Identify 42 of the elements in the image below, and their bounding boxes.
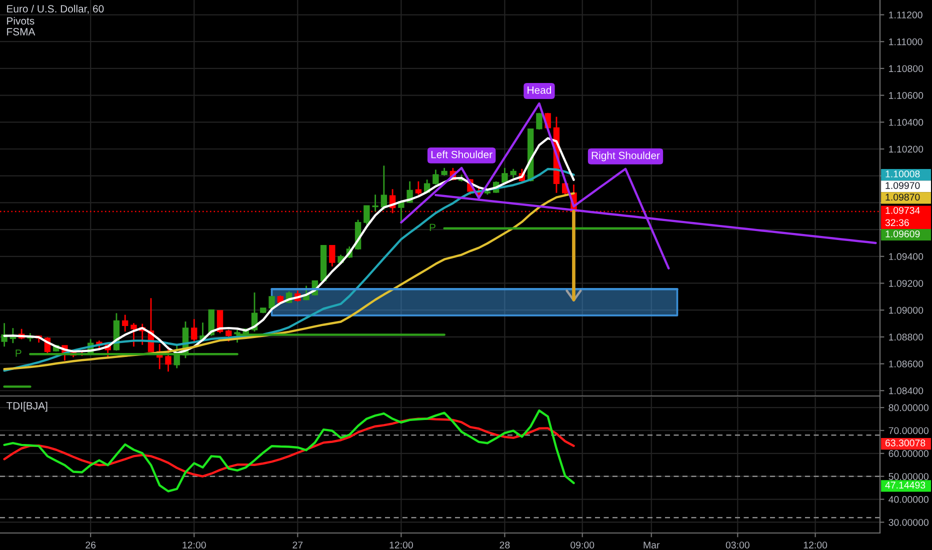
text: 63.30078 bbox=[885, 440, 926, 446]
text: 1.09870 bbox=[886, 194, 920, 201]
y-tick-label: 1.10200 bbox=[889, 146, 924, 153]
y-tick-label: 30.00000 bbox=[888, 518, 929, 526]
annotation: Head bbox=[528, 86, 551, 94]
series-label: P bbox=[430, 224, 436, 232]
y-tick-label: 1.08800 bbox=[889, 334, 924, 341]
y-tick-label: 1.10600 bbox=[889, 92, 924, 99]
y-tick-label: 1.09000 bbox=[889, 306, 924, 314]
x-tick-label: 28 bbox=[500, 542, 510, 548]
y-tick-label: 1.08600 bbox=[889, 360, 924, 368]
y-tick-label: 1.10400 bbox=[889, 118, 924, 126]
y-tick-label: 40.00000 bbox=[888, 496, 929, 503]
y-tick-label: 60.00000 bbox=[888, 450, 929, 458]
x-tick-label: 12:00 bbox=[804, 542, 828, 548]
x-tick-label: 03:00 bbox=[726, 542, 750, 548]
y-tick-label: 1.09200 bbox=[889, 280, 924, 287]
x-tick-label: 12:00 bbox=[182, 542, 206, 548]
x-tick-label: 27 bbox=[292, 542, 303, 548]
y-tick-label: 50.00000 bbox=[888, 473, 929, 480]
x-tick-label: 26 bbox=[86, 542, 96, 548]
text: Pivots FSMA bbox=[7, 16, 36, 36]
x-tick-label: 09:00 bbox=[570, 542, 594, 548]
text: 47.14493 bbox=[885, 482, 926, 489]
annotation: Right Shoulder bbox=[592, 152, 660, 162]
y-tick-label: 70.00000 bbox=[888, 427, 929, 434]
x-tick-label: 12:00 bbox=[390, 542, 413, 548]
ref-line-label: 1.09734 32:36 bbox=[885, 206, 920, 226]
y-tick-label: 1.11000 bbox=[889, 38, 922, 46]
x-tick-label: Mar bbox=[644, 542, 660, 548]
y-tick-label: 1.09400 bbox=[889, 253, 924, 260]
chart-title: TDI[BJA] bbox=[6, 402, 48, 412]
text: 1.10008 bbox=[886, 170, 920, 178]
chart-title: Euro / U.S. Dollar, 60 bbox=[7, 4, 104, 14]
y-tick-label: 1.08400 bbox=[889, 387, 924, 394]
text: 1.09609 bbox=[886, 230, 920, 238]
series-label: P bbox=[16, 350, 22, 357]
text: 1.09970 bbox=[886, 182, 920, 189]
y-tick-label: 1.10800 bbox=[889, 65, 924, 72]
annotation: Left Shoulder bbox=[431, 150, 492, 158]
y-tick-label: 1.11200 bbox=[889, 12, 922, 18]
y-tick-label: 80.00000 bbox=[888, 404, 929, 412]
